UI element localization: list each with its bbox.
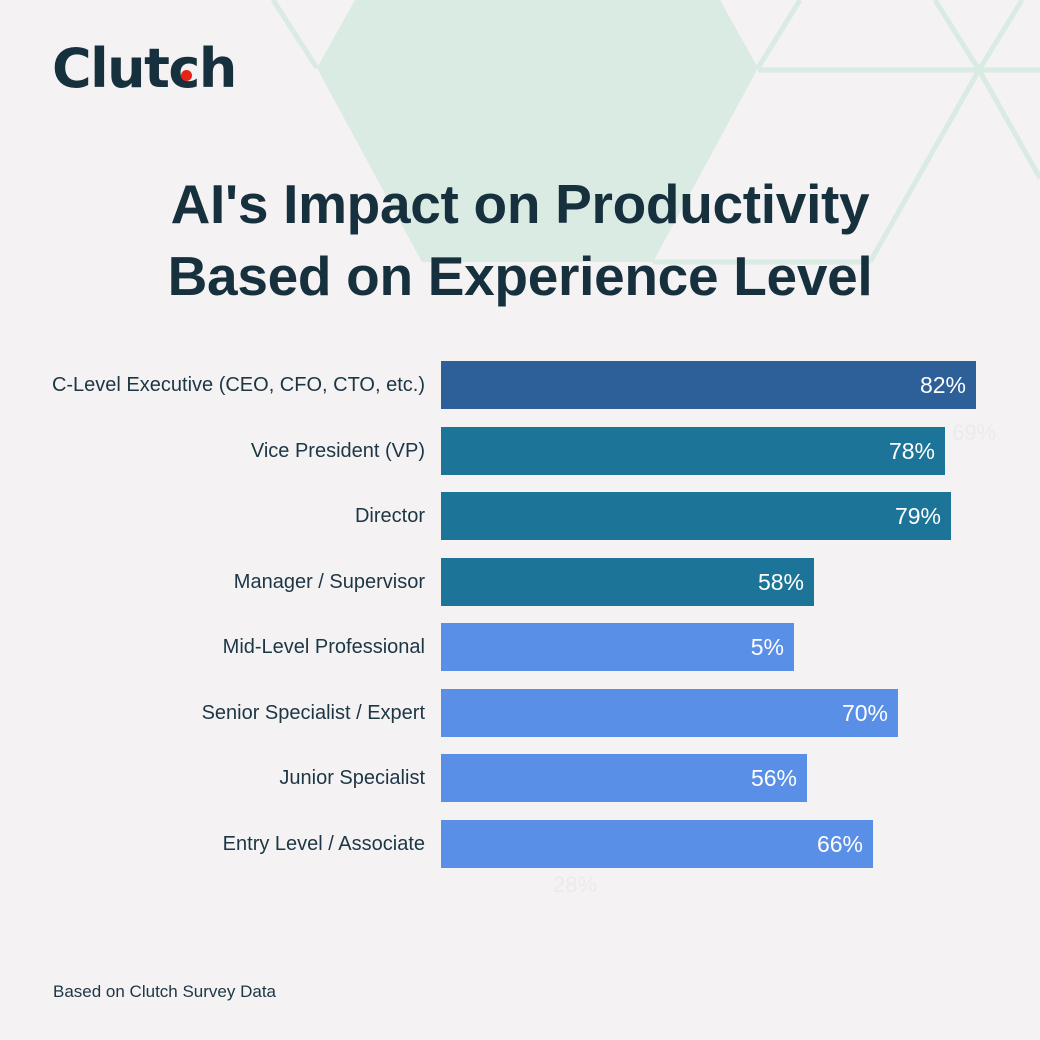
ghost-value-label: 28% — [553, 872, 598, 897]
bar: 79% — [441, 492, 951, 540]
bar-row: Director 79% — [0, 492, 1040, 540]
logo-red-dot-icon — [181, 70, 193, 81]
category-label: Vice President (VP) — [250, 439, 425, 462]
category-label: Senior Specialist / Expert — [201, 701, 425, 724]
bar-row: C-Level Executive (CEO, CFO, CTO, etc.) 8… — [0, 361, 1040, 409]
bar-row: Entry Level / Associate 66% — [0, 819, 1040, 868]
category-label: Manager / Supervisor — [233, 570, 425, 593]
ghost-value-label: 69% — [952, 420, 997, 445]
bar-row: Junior Specialist 56% — [0, 754, 1040, 802]
title-line-2: Based on Experience Level — [167, 245, 873, 307]
category-label: Director — [354, 505, 425, 527]
bar: 66% — [441, 819, 873, 868]
title-line-1: AI's Impact on Productivity — [170, 173, 870, 235]
category-label: Junior Specialist — [279, 767, 425, 789]
logo-letter-c: c — [168, 37, 200, 100]
bar-row: Manager / Supervisor 58% — [0, 557, 1040, 606]
bar: 82% — [441, 361, 976, 409]
bar-value-label: 56% — [750, 765, 797, 791]
logo-c-with-dot: c — [168, 42, 200, 96]
category-label: Entry Level / Associate — [222, 832, 425, 855]
bar-value-label: 70% — [841, 699, 888, 726]
bar: 70% — [441, 688, 898, 737]
bar-value-label: 5% — [750, 634, 784, 660]
bar: 78% — [441, 426, 945, 475]
category-label: Mid-Level Professional — [222, 636, 425, 658]
bar-value-label: 82% — [919, 372, 966, 398]
bar-row: Vice President (VP) 78% — [0, 426, 1040, 475]
chart-title: AI's Impact on Productivity Based on Exp… — [0, 168, 1040, 312]
bar: 58% — [441, 557, 814, 606]
bar: 56% — [441, 754, 807, 802]
bar-value-label: 58% — [757, 568, 804, 595]
bar-value-label: 78% — [888, 437, 935, 464]
logo-text-end: h — [198, 37, 237, 100]
bar-row: Senior Specialist / Expert 70% — [0, 688, 1040, 737]
category-label: C-Level Executive (CEO, CFO, CTO, etc.) — [51, 374, 425, 396]
logo-text-start: Clut — [52, 37, 170, 100]
bar: 5% — [441, 623, 794, 671]
bar-row: Mid-Level Professional 5% — [0, 623, 1040, 671]
bar-value-label: 66% — [816, 830, 863, 857]
clutch-logo: Clutc h — [52, 42, 237, 96]
source-note: Based on Clutch Survey Data — [53, 982, 277, 1001]
bar-value-label: 79% — [894, 503, 941, 529]
